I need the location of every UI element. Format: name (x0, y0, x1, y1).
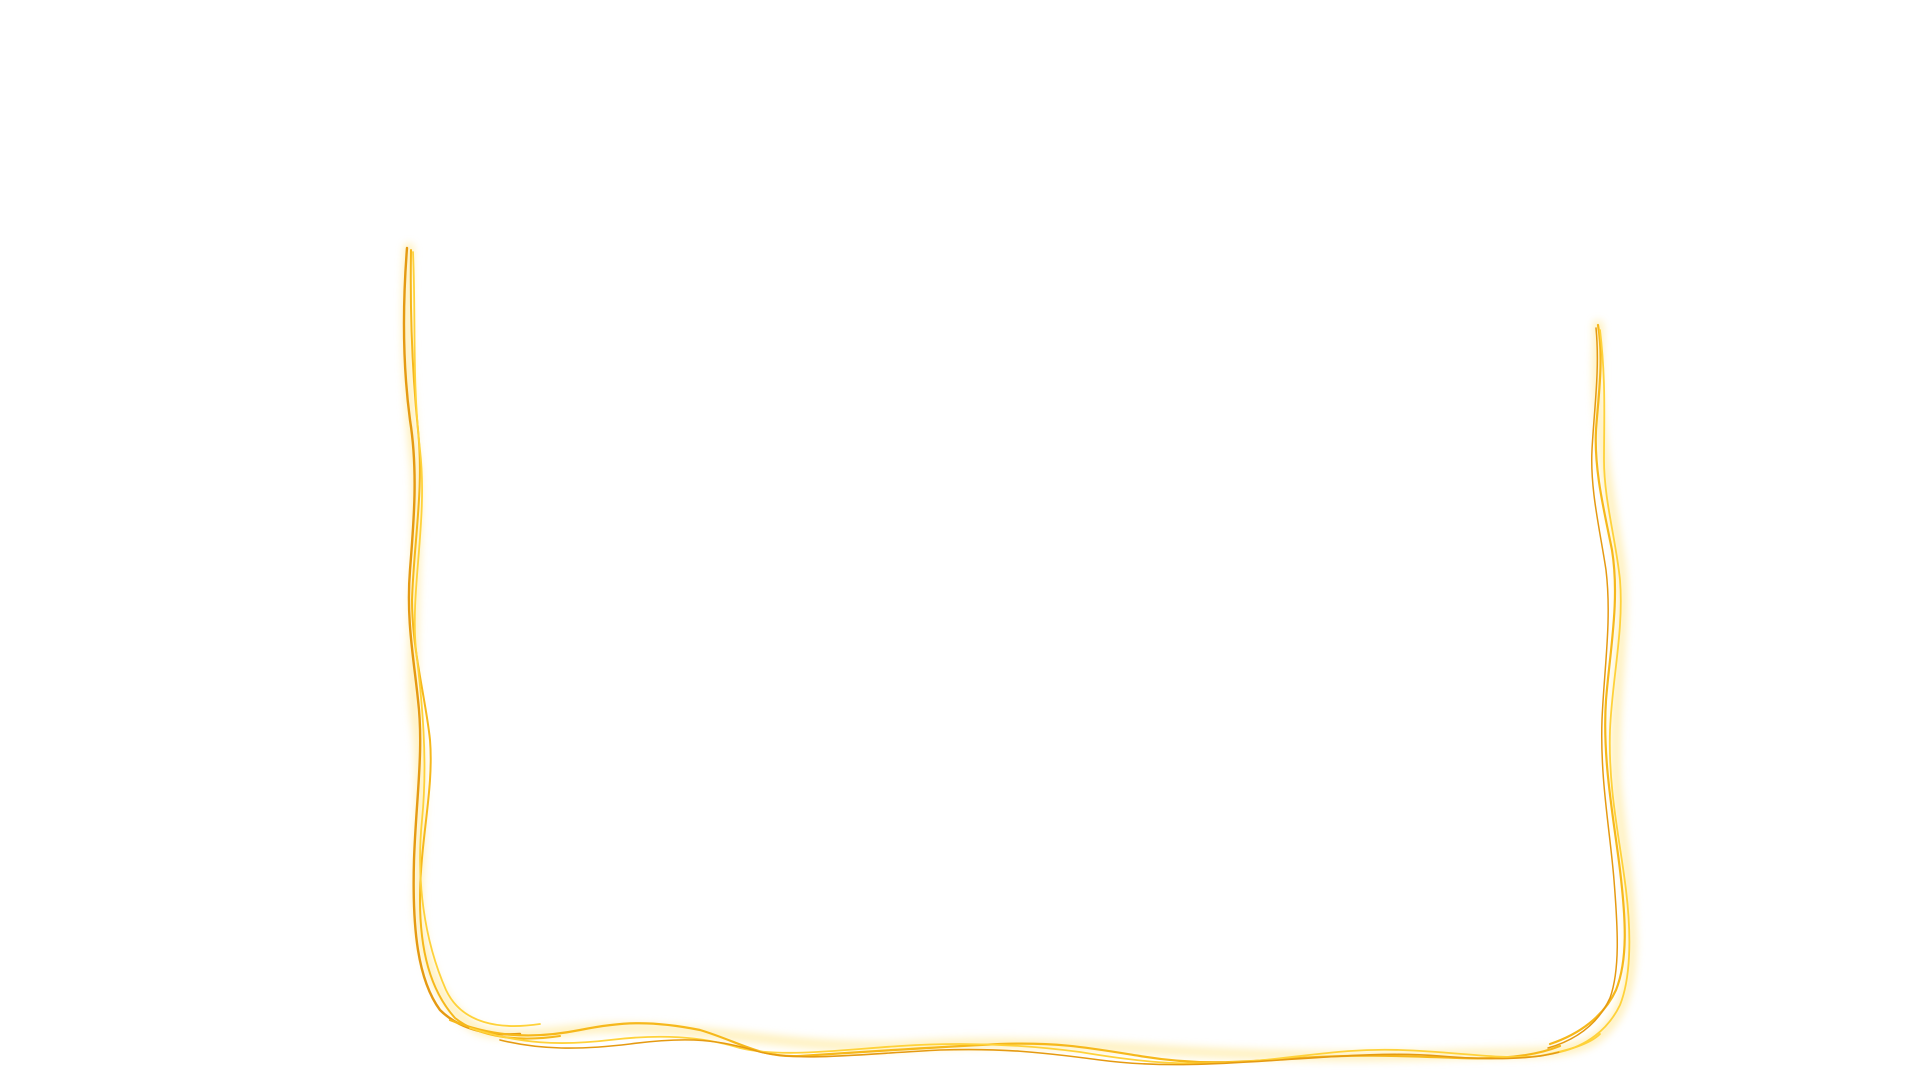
left-strand-2 (409, 249, 561, 1040)
frame-glow-path (402, 243, 1637, 1062)
bottom-strand-2 (469, 1027, 1601, 1065)
right-strand-1 (1548, 323, 1626, 1046)
frame-glow (402, 243, 1637, 1062)
right-strand-3 (1547, 327, 1619, 1049)
right-strand-2 (1559, 329, 1631, 1053)
bottom-strand-3 (499, 1039, 1561, 1066)
left-strand-3 (412, 251, 541, 1027)
frame-strokes (402, 246, 1631, 1066)
left-strand-1 (402, 246, 522, 1036)
